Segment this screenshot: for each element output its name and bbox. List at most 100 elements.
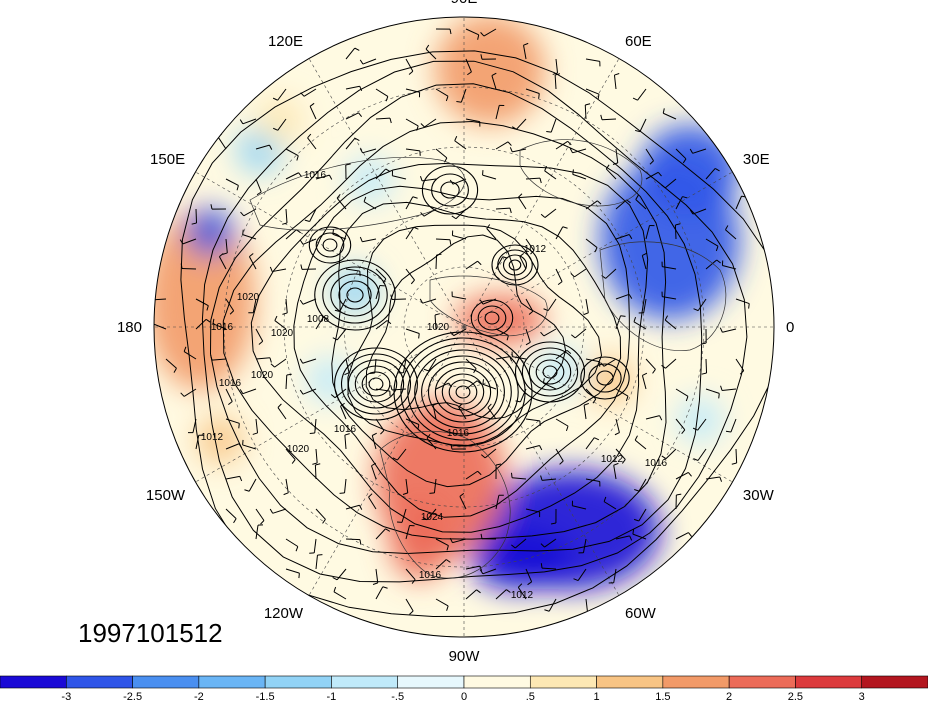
wind-barb: [486, 224, 497, 240]
wind-barb: [675, 196, 688, 210]
wind-barb: [540, 475, 557, 481]
contour-label: 1012: [601, 454, 624, 465]
wind-barb: [333, 586, 347, 600]
longitude-label: 30W: [743, 487, 775, 504]
wind-barb: [600, 114, 617, 121]
longitude-label: 60W: [625, 605, 657, 622]
wind-barb: [510, 472, 527, 480]
wind-barb: [615, 535, 633, 541]
contour-label: 1012: [511, 590, 534, 601]
wind-barb: [273, 118, 287, 131]
wind-barb: [465, 470, 482, 480]
wind-barb: [255, 328, 264, 345]
wind-barb: [525, 568, 533, 586]
anomaly-patch: [676, 396, 724, 444]
longitude-label: 90E: [451, 0, 478, 7]
wind-barb: [675, 418, 686, 435]
wind-barb: [225, 508, 237, 524]
wind-barb: [180, 388, 197, 397]
wind-barb: [225, 475, 243, 482]
wind-barb: [239, 118, 257, 125]
wind-barb: [422, 508, 437, 521]
wind-barb: [550, 508, 557, 525]
wind-barb: [435, 598, 449, 611]
wind-barb: [307, 133, 317, 150]
wind-barb: [603, 496, 617, 510]
isobar: [421, 165, 479, 215]
wind-barb: [332, 328, 347, 341]
wind-barb: [345, 268, 361, 277]
wind-barb: [495, 589, 511, 600]
contour-label: 1012: [201, 432, 224, 443]
anomaly-patch: [256, 96, 304, 144]
wind-barb: [487, 403, 497, 420]
isobar: [201, 60, 748, 583]
wind-barb: [195, 434, 204, 450]
wind-barb: [585, 437, 600, 450]
wind-barb: [345, 137, 360, 150]
wind-barb: [345, 163, 351, 180]
wind-barb: [583, 298, 589, 316]
wind-barb: [725, 418, 737, 433]
wind-barb: [402, 478, 409, 495]
isobar: [209, 83, 703, 555]
colorbar-tick-label: 0: [461, 691, 467, 702]
isobar: [440, 181, 460, 199]
wind-barb: [315, 554, 323, 570]
wind-barb: [375, 285, 385, 300]
wind-barb: [570, 328, 587, 339]
wind-barb: [525, 328, 531, 346]
wind-barb: [517, 193, 527, 210]
contour-label: 1020: [237, 292, 260, 303]
meridian-line: [195, 326, 465, 483]
longitude-label: 60E: [625, 33, 652, 50]
isobar: [427, 361, 499, 423]
colorbar-tick-label: -2: [194, 691, 204, 702]
wind-barb: [285, 448, 296, 464]
wind-barb: [392, 448, 407, 461]
wind-barb: [435, 238, 452, 245]
colorbar-tick-label: 1.5: [655, 691, 670, 702]
wind-barb: [479, 568, 497, 575]
colorbar-box: [331, 675, 399, 689]
wind-barb: [425, 44, 437, 60]
wind-barb: [634, 478, 647, 492]
wind-barb: [555, 226, 568, 240]
isobar: [293, 185, 630, 518]
wind-barb: [332, 568, 347, 581]
wind-barb: [517, 583, 527, 600]
wind-barb: [573, 568, 587, 582]
wind-barb: [419, 298, 437, 304]
colorbar-tick-label: 3: [859, 691, 865, 702]
contour-label: 1016: [304, 170, 327, 181]
wind-barb: [633, 508, 647, 522]
wind-barb: [405, 598, 414, 615]
isobar: [455, 385, 471, 399]
wind-barb: [495, 463, 502, 480]
wind-barb: [359, 58, 377, 65]
longitude-label: 150W: [146, 487, 186, 504]
wind-barb: [375, 528, 391, 540]
meridian-line: [308, 58, 465, 328]
colorbar-box: [198, 675, 266, 689]
longitude-label: 90W: [449, 648, 481, 665]
wind-barb: [638, 298, 647, 314]
wind-barb: [689, 148, 707, 154]
wind-barb: [675, 148, 687, 164]
longitude-label: 30E: [743, 151, 770, 168]
wind-barb: [282, 208, 288, 225]
wind-barb: [435, 28, 452, 35]
wind-barb: [459, 492, 467, 510]
wind-barb: [242, 439, 257, 450]
wind-barb: [523, 42, 529, 60]
wind-barb: [605, 164, 617, 180]
wind-barb: [269, 266, 287, 273]
wind-barb: [435, 559, 451, 570]
wind-barb: [525, 298, 534, 315]
wind-barb: [480, 448, 497, 459]
wind-barb: [304, 208, 317, 222]
wind-barb: [255, 144, 273, 150]
wind-barb: [662, 108, 677, 120]
contour-label: 1016: [645, 458, 668, 469]
anomaly-siberia-warm: [435, 17, 545, 125]
